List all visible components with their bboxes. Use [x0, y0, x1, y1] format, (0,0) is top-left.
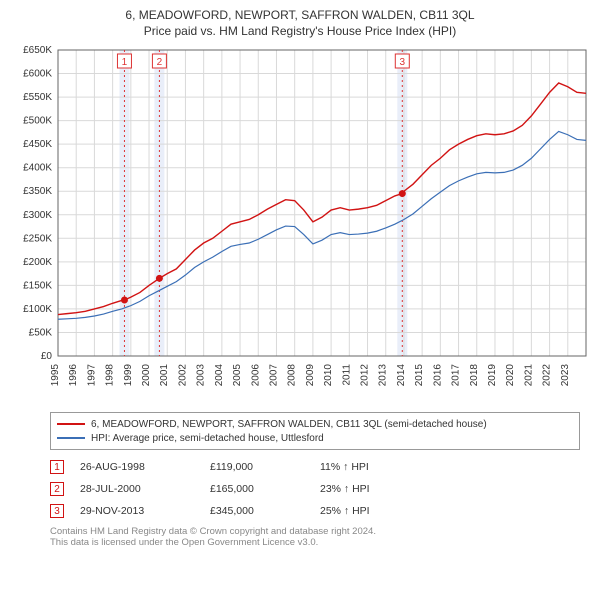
svg-text:£400K: £400K — [23, 163, 52, 174]
legend-box: 6, MEADOWFORD, NEWPORT, SAFFRON WALDEN, … — [50, 412, 580, 450]
svg-text:£50K: £50K — [29, 327, 53, 338]
sale-badge: 3 — [50, 504, 64, 518]
svg-text:2019: 2019 — [487, 364, 498, 387]
svg-text:£100K: £100K — [23, 304, 52, 315]
svg-text:2: 2 — [157, 57, 163, 68]
footer-line1: Contains HM Land Registry data © Crown c… — [50, 526, 580, 537]
legend-swatch — [57, 423, 85, 425]
svg-text:2011: 2011 — [341, 364, 352, 386]
svg-text:2012: 2012 — [360, 364, 371, 387]
footer-attribution: Contains HM Land Registry data © Crown c… — [50, 526, 580, 548]
legend-item: HPI: Average price, semi-detached house,… — [57, 431, 573, 445]
sale-row: 2 28-JUL-2000£165,00023% ↑ HPI — [50, 478, 580, 500]
svg-text:£500K: £500K — [23, 116, 52, 127]
sale-badge: 1 — [50, 460, 64, 474]
sale-price: £345,000 — [210, 505, 320, 517]
svg-text:1996: 1996 — [68, 364, 79, 387]
sale-pct: 23% ↑ HPI — [320, 483, 400, 495]
svg-text:2007: 2007 — [268, 364, 279, 387]
svg-text:2006: 2006 — [250, 364, 261, 387]
sale-date: 28-JUL-2000 — [80, 483, 210, 495]
svg-text:£650K: £650K — [23, 45, 52, 56]
svg-text:2010: 2010 — [323, 364, 334, 387]
svg-text:2005: 2005 — [232, 364, 243, 387]
sales-table: 1 26-AUG-1998£119,00011% ↑ HPI 2 28-JUL-200… — [50, 456, 580, 522]
svg-text:2002: 2002 — [177, 364, 188, 387]
svg-text:2004: 2004 — [214, 364, 225, 387]
svg-text:1995: 1995 — [50, 364, 61, 387]
svg-text:2009: 2009 — [305, 364, 316, 387]
svg-text:1998: 1998 — [105, 364, 116, 387]
sale-price: £119,000 — [210, 461, 320, 473]
legend-label: 6, MEADOWFORD, NEWPORT, SAFFRON WALDEN, … — [91, 419, 487, 430]
title-line1: 6, MEADOWFORD, NEWPORT, SAFFRON WALDEN, … — [10, 8, 590, 22]
svg-text:2017: 2017 — [451, 364, 462, 387]
sale-date: 26-AUG-1998 — [80, 461, 210, 473]
sale-price: £165,000 — [210, 483, 320, 495]
price-chart: £0 £50K £100K £150K £200K £250K £300K £350K £400… — [10, 44, 590, 404]
svg-text:2022: 2022 — [542, 364, 553, 387]
svg-text:£0: £0 — [41, 351, 53, 362]
svg-text:2003: 2003 — [196, 364, 207, 387]
footer-line2: This data is licensed under the Open Gov… — [50, 537, 580, 548]
svg-text:2020: 2020 — [505, 364, 516, 387]
sale-row: 3 29-NOV-2013£345,00025% ↑ HPI — [50, 500, 580, 522]
svg-text:2014: 2014 — [396, 364, 407, 387]
svg-text:£350K: £350K — [23, 186, 52, 197]
svg-text:2008: 2008 — [287, 364, 298, 387]
svg-text:£300K: £300K — [23, 210, 52, 221]
svg-text:2016: 2016 — [432, 364, 443, 387]
svg-text:£550K: £550K — [23, 92, 52, 103]
legend-item: 6, MEADOWFORD, NEWPORT, SAFFRON WALDEN, … — [57, 417, 573, 431]
sale-row: 1 26-AUG-1998£119,00011% ↑ HPI — [50, 456, 580, 478]
sale-badge: 2 — [50, 482, 64, 496]
svg-text:2023: 2023 — [560, 364, 571, 387]
sale-pct: 11% ↑ HPI — [320, 461, 400, 473]
svg-text:1: 1 — [122, 57, 128, 68]
svg-text:£150K: £150K — [23, 280, 52, 291]
sale-pct: 25% ↑ HPI — [320, 505, 400, 517]
svg-text:£600K: £600K — [23, 69, 52, 80]
svg-text:2018: 2018 — [469, 364, 480, 387]
svg-text:2015: 2015 — [414, 364, 425, 387]
legend-label: HPI: Average price, semi-detached house,… — [91, 433, 324, 444]
svg-text:2013: 2013 — [378, 364, 389, 387]
sale-date: 29-NOV-2013 — [80, 505, 210, 517]
legend-swatch — [57, 437, 85, 439]
svg-text:1997: 1997 — [86, 364, 97, 387]
svg-text:£450K: £450K — [23, 139, 52, 150]
svg-text:£200K: £200K — [23, 257, 52, 268]
svg-text:2000: 2000 — [141, 364, 152, 387]
title-line2: Price paid vs. HM Land Registry's House … — [10, 24, 590, 38]
svg-text:2001: 2001 — [159, 364, 170, 387]
svg-text:3: 3 — [400, 57, 406, 68]
svg-text:1999: 1999 — [123, 364, 134, 387]
svg-text:2021: 2021 — [523, 364, 534, 387]
svg-text:£250K: £250K — [23, 233, 52, 244]
